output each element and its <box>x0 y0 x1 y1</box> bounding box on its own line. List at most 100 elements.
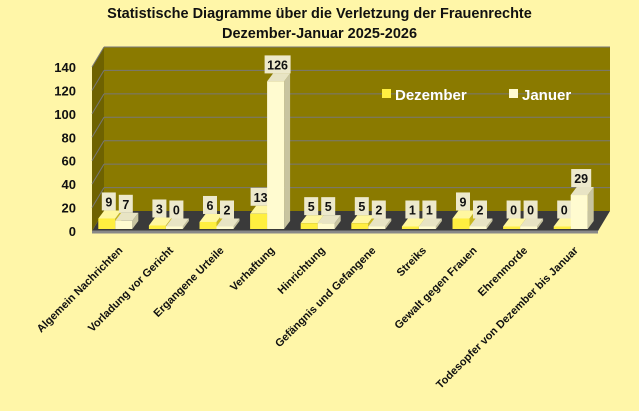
data-label-bg <box>118 194 133 213</box>
data-label-bg <box>203 195 217 214</box>
bar-januar <box>418 226 436 229</box>
data-label: 13 <box>254 191 268 205</box>
data-label-bg <box>557 200 572 219</box>
bar-top-januar <box>267 73 291 82</box>
gridline-side <box>91 140 105 161</box>
bar-januar <box>317 223 335 229</box>
bar-dezember <box>98 218 116 229</box>
bar-top-dezember <box>300 215 324 224</box>
bar-side-januar <box>132 212 139 229</box>
bar-top-januar <box>418 218 442 227</box>
data-label: 1 <box>409 204 416 218</box>
bar-top-januar <box>216 218 240 227</box>
data-label: 0 <box>510 204 517 218</box>
y-tick-label: 40 <box>62 177 76 192</box>
data-label: 126 <box>267 58 288 72</box>
bar-januar <box>570 195 588 229</box>
y-tick-label: 100 <box>54 107 76 122</box>
data-label-bg <box>422 200 437 219</box>
x-tick-label: Ehrenmorde <box>476 245 530 299</box>
data-label-bg <box>169 200 184 219</box>
bar-dezember <box>250 213 268 229</box>
bar-side-januar <box>182 218 189 229</box>
bar-top-dezember <box>503 218 527 227</box>
bar-top-dezember <box>148 217 172 226</box>
y-tick-label: 60 <box>62 154 76 169</box>
bar-top-dezember <box>199 213 223 222</box>
bar-top-januar <box>165 218 189 227</box>
data-label: 2 <box>375 204 382 218</box>
x-tick-label: Verhaftung <box>228 245 277 294</box>
bar-top-januar <box>520 218 544 227</box>
data-label-bg <box>220 200 234 219</box>
data-label-bg <box>506 200 521 219</box>
data-label: 29 <box>574 172 588 186</box>
data-label: 7 <box>122 198 129 212</box>
data-label: 9 <box>105 195 112 209</box>
data-label: 0 <box>527 204 534 218</box>
bar-dezember <box>401 226 419 229</box>
bar-dezember <box>199 221 217 229</box>
legend-swatch-dezember <box>382 89 391 98</box>
y-tick-label: 140 <box>54 60 76 75</box>
bar-januar <box>520 226 538 229</box>
data-label: 1 <box>426 204 433 218</box>
x-tick-label: Vorladung vor Gericht <box>86 244 176 334</box>
y-tick-label: 120 <box>54 83 76 98</box>
bar-top-dezember <box>351 215 375 224</box>
y-tick-label: 20 <box>62 201 76 216</box>
y-tick-label: 80 <box>62 130 76 145</box>
data-label: 2 <box>477 204 484 218</box>
data-label: 5 <box>308 200 315 214</box>
x-tick-label: Gewalt gegen Frauen <box>392 244 479 331</box>
bar-januar <box>469 226 487 229</box>
data-label: 5 <box>325 200 332 214</box>
bar-januar <box>115 220 133 229</box>
bar-dezember <box>553 226 571 229</box>
bar-side-januar <box>233 218 240 229</box>
bar-top-dezember <box>98 210 122 219</box>
bar-dezember <box>148 225 166 229</box>
bar-dezember <box>351 223 369 229</box>
data-label: 9 <box>460 195 467 209</box>
plot-side-wall <box>92 47 104 231</box>
bar-side-januar <box>486 218 493 229</box>
data-label: 2 <box>224 204 231 218</box>
title-line-2: Dezember-Januar 2025-2026 <box>221 26 418 42</box>
bar-januar <box>267 81 285 230</box>
data-label-bg <box>321 197 336 216</box>
data-label: 3 <box>156 202 163 216</box>
data-label-bg <box>250 187 271 206</box>
data-label-bg <box>456 192 470 211</box>
y-tick-label: 0 <box>69 224 76 239</box>
legend-swatch-januar <box>509 89 518 98</box>
x-tick-label: Streiks <box>395 245 429 279</box>
data-label-bg <box>264 55 291 74</box>
bar-top-dezember <box>401 218 425 227</box>
bar-dezember <box>452 218 470 229</box>
data-label-bg <box>571 169 592 188</box>
bar-top-januar <box>368 218 392 227</box>
data-label-bg <box>405 200 420 219</box>
data-label-bg <box>101 192 116 211</box>
bar-top-januar <box>570 187 594 196</box>
x-tick-label: Hinrichtung <box>276 245 328 297</box>
bar-side-januar <box>284 73 291 230</box>
data-label-bg <box>473 200 487 219</box>
data-label: 5 <box>358 200 365 214</box>
bar-side-januar <box>587 187 594 229</box>
bar-top-januar <box>115 212 139 221</box>
x-tick-label: Algemein Nachrichten <box>35 244 126 335</box>
bar-januar <box>165 226 183 229</box>
gridline-side <box>91 93 105 115</box>
gridline-side <box>91 187 105 208</box>
gridline-side <box>91 46 105 68</box>
x-tick-label: Gefängnis und Gefangene <box>273 245 378 350</box>
gridline-side <box>91 117 105 138</box>
bar-dezember <box>300 223 318 229</box>
gridline-side <box>91 70 105 91</box>
data-label: 6 <box>207 199 214 213</box>
bar-side-januar <box>435 218 442 229</box>
bar-januar <box>368 226 386 229</box>
